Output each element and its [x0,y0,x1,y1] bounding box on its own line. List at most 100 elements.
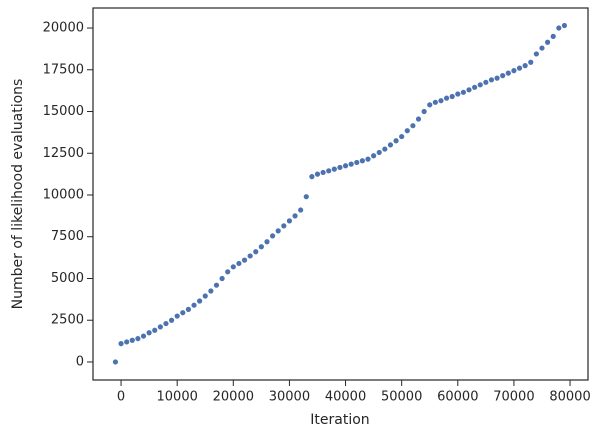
point [472,84,478,90]
y-tick-label: 7500 [51,229,84,244]
point [539,45,545,51]
x-tick-label: 60000 [437,390,478,405]
point [298,207,304,213]
point [443,95,450,101]
point [180,310,186,316]
x-tick-label: 40000 [325,390,366,405]
x-axis-label: Iteration [310,412,369,428]
x-tick-label: 10000 [157,390,198,405]
point [314,171,321,177]
point [202,293,208,299]
x-tick-label: 0 [117,390,125,405]
plot-frame [92,7,589,381]
x-tick-label: 70000 [493,390,534,405]
point [348,161,354,167]
point [488,77,495,83]
point [337,164,343,171]
point [516,65,523,71]
point [303,194,309,200]
y-tick-label: 15000 [43,104,84,119]
point [275,228,281,234]
point [281,223,287,229]
point [511,68,517,74]
point [320,169,326,176]
point [427,102,433,108]
y-tick-label: 17500 [43,62,84,77]
point [241,257,248,263]
point [505,70,511,76]
x-tick-label: 20000 [213,390,254,405]
y-axis-label: Number of likelihood evaluations [10,79,26,310]
y-tick-label: 2500 [51,313,84,328]
x-tick-label: 80000 [549,390,590,405]
point [432,99,438,105]
point [264,239,270,245]
point [286,218,293,224]
point [376,149,382,156]
point [393,138,399,144]
point [331,166,337,172]
point [556,25,562,31]
point [483,79,489,85]
point [415,116,422,122]
point [197,298,203,304]
point [174,313,180,319]
point [404,128,410,134]
point [477,82,483,88]
point [382,146,388,152]
point [253,249,259,255]
point [163,320,169,327]
point [522,63,528,69]
point [225,269,231,275]
point [466,87,472,93]
x-tick-label: 50000 [381,390,422,405]
point [326,168,332,174]
point [191,302,197,308]
point [460,89,467,95]
point [494,75,500,81]
point [528,59,534,65]
point [269,233,276,239]
point [236,260,242,267]
point [208,288,214,294]
point [258,244,264,250]
y-tick-label: 0 [76,354,84,369]
point [455,91,461,97]
point [112,359,119,365]
y-tick-label: 10000 [43,188,84,203]
point [168,317,175,323]
point [146,330,152,336]
point [157,324,163,330]
point [500,73,506,79]
y-tick-label: 12500 [43,146,84,161]
point [135,335,141,342]
point [533,51,539,57]
point [185,306,192,312]
point [247,253,253,259]
point [219,275,225,282]
point [230,264,236,270]
point [152,327,158,333]
point [124,339,130,345]
point [354,159,360,166]
x-tick-label: 30000 [269,390,310,405]
point [387,142,394,148]
point [410,123,416,129]
point [342,163,349,169]
point [561,22,568,29]
point [544,39,551,45]
point [365,156,371,162]
point [129,337,135,343]
point [438,98,444,104]
point [399,133,405,140]
point [309,174,315,180]
point [550,33,556,39]
point [140,333,147,339]
point [292,213,298,219]
point [118,341,124,347]
point [213,282,220,288]
point [359,158,365,164]
point [421,108,427,115]
point [371,153,377,159]
